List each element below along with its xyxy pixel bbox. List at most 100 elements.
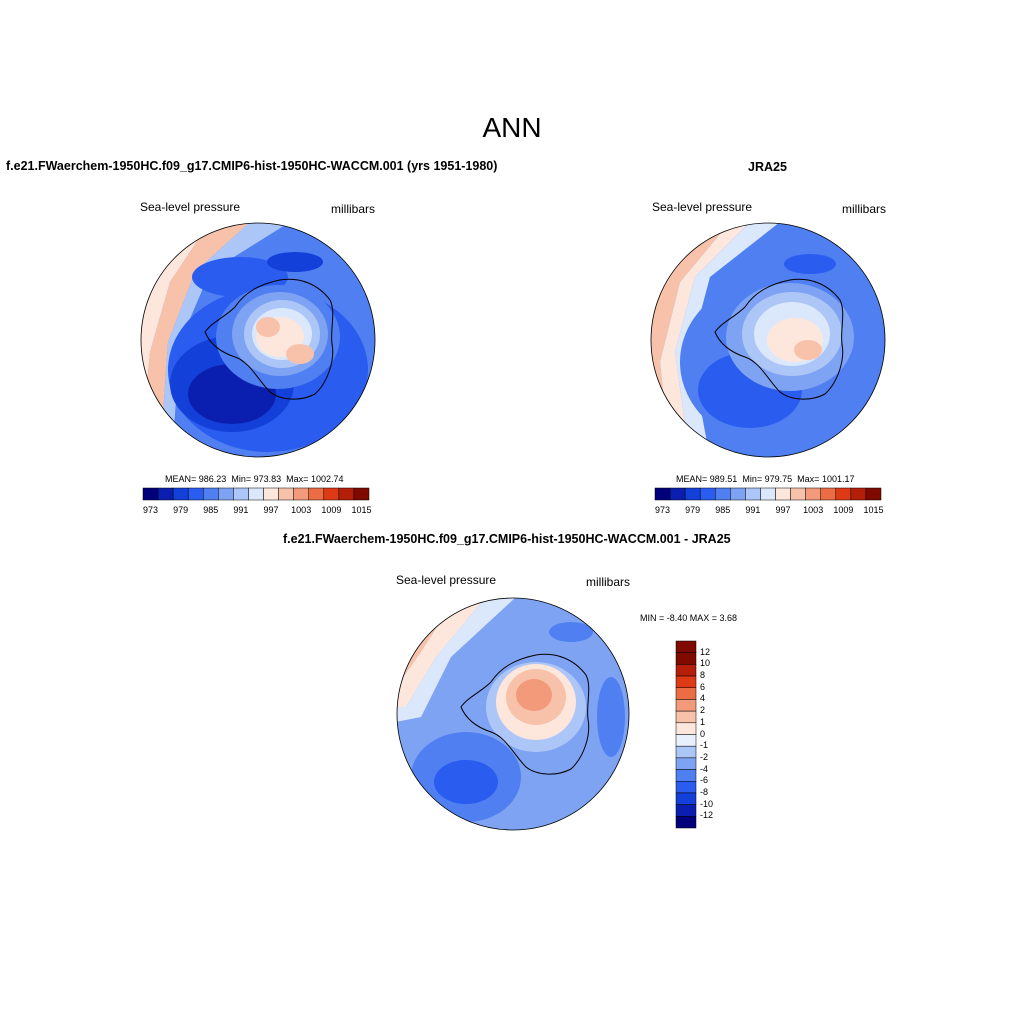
- colorbar-swatch: [835, 487, 852, 501]
- panel-1-mean-value: 986.23: [198, 474, 227, 484]
- colorbar-swatch: [338, 487, 355, 501]
- colorbar-tick-label: 979: [685, 505, 701, 515]
- panel-2-units-label: millibars: [842, 202, 887, 216]
- panel-2-min-value: 979.75: [764, 474, 793, 484]
- colorbar-swatch: [172, 487, 189, 501]
- colorbar-swatch: [669, 487, 686, 501]
- colorbar-tick-label: 1003: [803, 505, 824, 515]
- colorbar-swatch: [293, 487, 309, 501]
- panel-2-variable-label: Sea-level pressure: [652, 200, 753, 214]
- panel-1-min-label: Min=: [231, 474, 252, 484]
- panel-3-title: f.e21.FWaerchem-1950HC.f09_g17.CMIP6-his…: [283, 532, 731, 546]
- colorbar-swatch: [157, 487, 174, 501]
- colorbar-swatch: [675, 781, 697, 794]
- colorbar-tick-label: 979: [173, 505, 189, 515]
- colorbar-swatch: [233, 487, 249, 501]
- panel-1-max-label: Max=: [286, 474, 309, 484]
- colorbar-swatch: [675, 816, 697, 829]
- panel-3-polar-map: [396, 597, 630, 831]
- colorbar-tick-label: 1015: [863, 505, 884, 515]
- colorbar-tick-label: 2: [700, 705, 706, 716]
- colorbar-swatch: [699, 487, 716, 501]
- colorbar-tick-label: 1003: [291, 505, 312, 515]
- panel-1-units-label: millibars: [331, 202, 376, 216]
- colorbar-tick-label: 0: [700, 728, 706, 739]
- panel-2-polar-map: [650, 222, 886, 458]
- colorbar-swatch: [675, 745, 697, 759]
- colorbar-swatch: [675, 699, 697, 712]
- panel-3-colorbar-ticks: 12 10 8 6 4 2 1 0 -1 -2 -4 -6 -8 -10 -12: [700, 641, 730, 828]
- colorbar-swatch: [865, 487, 882, 501]
- colorbar-swatch: [760, 487, 776, 501]
- panel-1-min-value: 973.83: [253, 474, 282, 484]
- colorbar-swatch: [308, 487, 325, 501]
- colorbar-swatch: [675, 687, 697, 700]
- colorbar-tick-label: -8: [700, 786, 709, 797]
- panel-1-mean-label: MEAN=: [165, 474, 197, 484]
- colorbar-swatch: [805, 487, 821, 501]
- colorbar-swatch: [323, 487, 340, 501]
- colorbar-swatch: [850, 487, 867, 501]
- colorbar-tick-label: 1009: [321, 505, 342, 515]
- colorbar-tick-label: 985: [203, 505, 219, 515]
- colorbar-swatch: [278, 487, 294, 501]
- colorbar-swatch: [820, 487, 837, 501]
- colorbar-swatch: [654, 487, 671, 501]
- colorbar-swatch: [675, 734, 697, 747]
- panel-1-colorbar-ticks: 973 979 985 991 997 1003 1009 1015: [143, 505, 371, 517]
- colorbar-tick-label: 997: [775, 505, 791, 515]
- panel-1-variable-label: Sea-level pressure: [140, 200, 241, 214]
- panel-2-min-label: Min=: [742, 474, 763, 484]
- colorbar-tick-label: 1: [700, 716, 706, 727]
- colorbar-swatch: [790, 487, 806, 501]
- colorbar-tick-label: -6: [700, 775, 709, 786]
- colorbar-tick-label: 991: [745, 505, 761, 515]
- colorbar-swatch: [353, 487, 370, 501]
- colorbar-swatch: [675, 640, 697, 653]
- colorbar-tick-label: 1009: [833, 505, 854, 515]
- colorbar-tick-label: 10: [700, 658, 711, 669]
- colorbar-swatch: [675, 664, 697, 677]
- panel-2-mean-value: 989.51: [709, 474, 738, 484]
- panel-2-stats: MEAN= 989.51 Min= 979.75 Max= 1001.17: [676, 474, 854, 484]
- panel-1-polar-map: [140, 222, 376, 458]
- colorbar-tick-label: -10: [700, 798, 714, 809]
- panel-2-colorbar: [654, 487, 882, 501]
- panel-2-max-label: Max=: [797, 474, 820, 484]
- colorbar-swatch: [675, 652, 697, 665]
- panel-1-stats: MEAN= 986.23 Min= 973.83 Max= 1002.74: [165, 474, 343, 484]
- colorbar-swatch: [675, 757, 697, 770]
- colorbar-tick-label: 6: [700, 681, 706, 692]
- colorbar-swatch: [263, 487, 279, 501]
- colorbar-swatch: [187, 487, 204, 501]
- colorbar-tick-label: -4: [700, 763, 709, 774]
- colorbar-swatch: [218, 487, 234, 501]
- panel-2-colorbar-ticks: 973 979 985 991 997 1003 1009 1015: [655, 505, 883, 517]
- panel-2-max-value: 1001.17: [821, 474, 855, 484]
- colorbar-swatch: [675, 804, 697, 817]
- colorbar-swatch: [142, 487, 159, 501]
- panel-3-variable-label: Sea-level pressure: [396, 573, 497, 587]
- colorbar-tick-label: 8: [700, 670, 706, 681]
- colorbar-tick-label: -2: [700, 751, 709, 762]
- colorbar-tick-label: 973: [143, 505, 159, 515]
- colorbar-tick-label: -12: [700, 810, 714, 821]
- colorbar-swatch: [675, 769, 697, 782]
- colorbar-tick-label: 973: [655, 505, 671, 515]
- colorbar-swatch: [715, 487, 731, 501]
- panel-1-colorbar: [142, 487, 370, 501]
- colorbar-tick-label: 1015: [351, 505, 372, 515]
- colorbar-tick-label: 997: [263, 505, 279, 515]
- colorbar-swatch: [675, 710, 697, 724]
- colorbar-tick-label: 991: [233, 505, 249, 515]
- colorbar-tick-label: 4: [700, 693, 706, 704]
- panel-1-title: f.e21.FWaerchem-1950HC.f09_g17.CMIP6-his…: [6, 159, 498, 173]
- panel-3-colorbar: [675, 640, 697, 829]
- panel-3-minmax-text: MIN = -8.40 MAX = 3.68: [640, 613, 738, 623]
- colorbar-swatch: [675, 675, 697, 688]
- colorbar-swatch: [730, 487, 746, 501]
- colorbar-swatch: [684, 487, 701, 501]
- colorbar-swatch: [775, 487, 791, 501]
- colorbar-swatch: [248, 487, 264, 501]
- colorbar-tick-label: 12: [700, 646, 711, 657]
